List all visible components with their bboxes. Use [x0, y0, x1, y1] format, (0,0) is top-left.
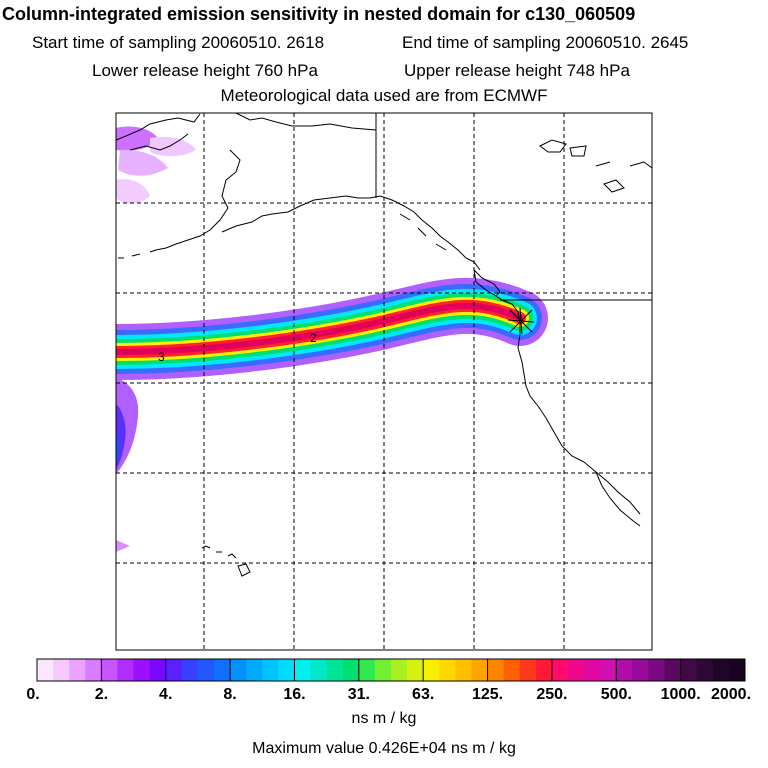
map-frame — [115, 112, 653, 651]
coastlines — [116, 113, 652, 577]
colorbar-swatch — [342, 659, 360, 681]
graticule — [116, 113, 652, 650]
colorbar-swatch — [728, 659, 746, 681]
colorbar-swatch — [487, 659, 505, 681]
colorbar-swatch — [262, 659, 279, 681]
colorbar-swatch — [519, 659, 537, 681]
maximum-value-number: 0.426E+04 ns m / kg — [368, 740, 516, 757]
colorbar-tick-label: 16. — [283, 686, 306, 703]
colorbar-swatch — [551, 659, 569, 681]
plot-area: 3 2 — [116, 113, 652, 650]
colorbar-swatch — [326, 659, 344, 681]
colorbar-swatch — [374, 659, 392, 681]
colorbar-swatch — [391, 659, 408, 681]
colorbar-swatch — [149, 659, 167, 681]
colorbar-swatch — [117, 659, 135, 681]
colorbar-tick-label: 2. — [94, 686, 109, 703]
start-time: Start time of sampling 20060510. 2618 — [32, 33, 324, 53]
colorbar-swatch — [294, 659, 312, 681]
upper-left-sensitivity — [116, 126, 196, 204]
colorbar-swatch — [214, 659, 231, 681]
colorbar-swatch — [407, 659, 424, 681]
colorbar-tick-label: 8. — [223, 686, 237, 703]
colorbar-swatch — [712, 659, 730, 681]
colorbar-swatch — [101, 659, 118, 681]
colorbar-swatch — [230, 659, 247, 681]
upper-release-label: Upper release height — [404, 61, 562, 80]
plume-band — [116, 277, 548, 380]
colorbar-swatch — [455, 659, 472, 681]
end-time: End time of sampling 20060510. 2645 — [402, 33, 688, 53]
colorbar-swatch — [197, 659, 215, 681]
colorbar-swatch — [471, 659, 489, 681]
lower-release-label: Lower release height — [92, 61, 250, 80]
colorbar-swatch — [568, 659, 585, 681]
colorbar-swatch — [616, 659, 633, 681]
start-time-value: 20060510. 2618 — [201, 33, 325, 52]
colorbar-swatch — [165, 659, 183, 681]
colorbar-swatch — [696, 659, 714, 681]
colorbar-tick-label: 63. — [412, 686, 435, 703]
release-point — [507, 307, 535, 335]
lower-release-value: 760 hPa — [254, 61, 318, 80]
upper-release-height: Upper release height 748 hPa — [404, 61, 630, 81]
colorbar-swatch — [69, 659, 86, 681]
contour-label-3: 3 — [158, 350, 165, 364]
colorbar-swatch — [246, 659, 263, 681]
colorbar-tick-label: 1000. — [660, 686, 701, 703]
end-time-label: End time of sampling — [402, 33, 561, 52]
colorbar-swatch — [310, 659, 328, 681]
colorbar-swatch — [664, 659, 682, 681]
colorbar-tick-label: 500. — [600, 686, 632, 703]
colorbar-swatch — [503, 659, 521, 681]
colorbar-swatch — [181, 659, 199, 681]
colorbar-swatch — [535, 659, 553, 681]
colorbar-swatch — [423, 659, 440, 681]
colorbar-swatch — [85, 659, 102, 681]
colorbar-swatch — [37, 659, 54, 681]
page-title: Column-integrated emission sensitivity i… — [2, 4, 636, 24]
colorbar-swatch — [278, 659, 295, 681]
colorbar-swatch — [133, 659, 151, 681]
colorbar-tick-label: 0. — [26, 686, 40, 703]
colorbar-swatch — [358, 659, 376, 681]
colorbar-swatch — [680, 659, 698, 681]
colorbar-tick-label: 2000. — [710, 686, 752, 703]
colorbar-tick-label: 31. — [347, 686, 370, 703]
colorbar-frame — [36, 658, 746, 682]
contour-label-2: 2 — [310, 331, 317, 345]
upper-release-value: 748 hPa — [566, 61, 630, 80]
colorbar-swatch — [584, 659, 601, 681]
met-data-note: Meteorological data used are from ECMWF — [220, 86, 548, 105]
start-time-label: Start time of sampling — [32, 33, 197, 52]
colorbar-swatch — [600, 659, 617, 681]
colorbar-units: ns m / kg — [351, 710, 417, 727]
maximum-value-label: Maximum value — [252, 740, 365, 757]
colorbar-swatch — [632, 659, 649, 681]
colorbar-tick-label: 250. — [536, 686, 568, 703]
left-edge-sensitivity — [116, 378, 139, 552]
end-time-value: 20060510. 2645 — [565, 33, 689, 52]
maximum-value: Maximum value 0.426E+04 ns m / kg — [0, 740, 768, 758]
colorbar — [36, 658, 746, 682]
colorbar-swatch — [439, 659, 456, 681]
colorbar-tick-label: 4. — [159, 686, 173, 703]
colorbar-swatch — [53, 659, 70, 681]
colorbar-tick-label: 125. — [471, 686, 504, 703]
lower-release-height: Lower release height 760 hPa — [92, 61, 318, 81]
colorbar-swatch — [648, 659, 666, 681]
